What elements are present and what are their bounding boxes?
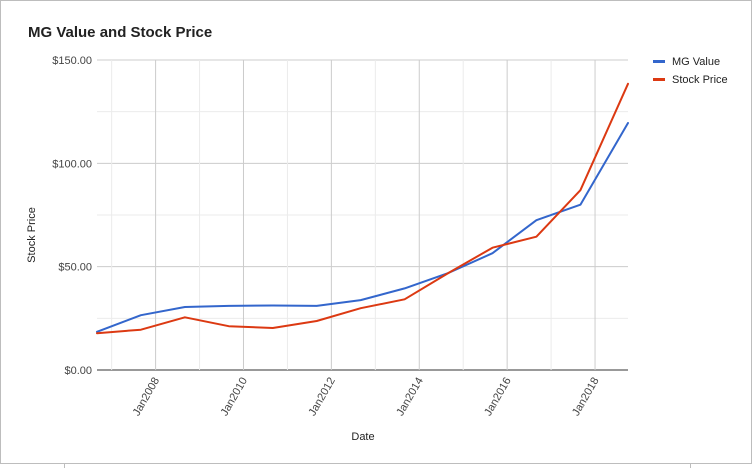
y-tick-label: $150.00	[52, 55, 92, 67]
x-axis-label: Date	[351, 431, 374, 443]
x-tick-label: Jan2018	[570, 376, 602, 419]
grid	[97, 59, 628, 371]
series-lines	[96, 82, 629, 335]
y-axis-label: Stock Price	[26, 207, 38, 263]
x-tick-label: Jan2012	[306, 376, 338, 419]
y-tick-label: $0.00	[64, 365, 92, 377]
series-line-stock-price[interactable]	[96, 82, 629, 335]
y-tick-label: $100.00	[52, 158, 92, 170]
legend-swatch	[653, 60, 665, 63]
legend-swatch	[653, 78, 665, 81]
x-axis-ticks: Jan2008 Jan2010 Jan2012 Jan2014 Jan2016 Jan20…	[131, 376, 602, 419]
y-axis-ticks: $0.00 $50.00 $100.00 $150.00	[52, 55, 92, 377]
legend[interactable]: MG Value Stock Price	[653, 56, 728, 86]
legend-label: Stock Price	[672, 74, 728, 86]
x-tick-label: Jan2008	[131, 376, 163, 419]
chart-title: MG Value and Stock Price	[28, 24, 213, 41]
frame-tick	[690, 464, 691, 468]
x-tick-label: Jan2014	[394, 376, 426, 419]
x-tick-label: Jan2010	[219, 376, 251, 419]
frame-tick	[64, 464, 65, 468]
legend-label: MG Value	[672, 56, 720, 68]
series-line-mg-value[interactable]	[96, 122, 629, 333]
y-tick-label: $50.00	[58, 262, 92, 274]
x-tick-label: Jan2016	[482, 376, 514, 419]
